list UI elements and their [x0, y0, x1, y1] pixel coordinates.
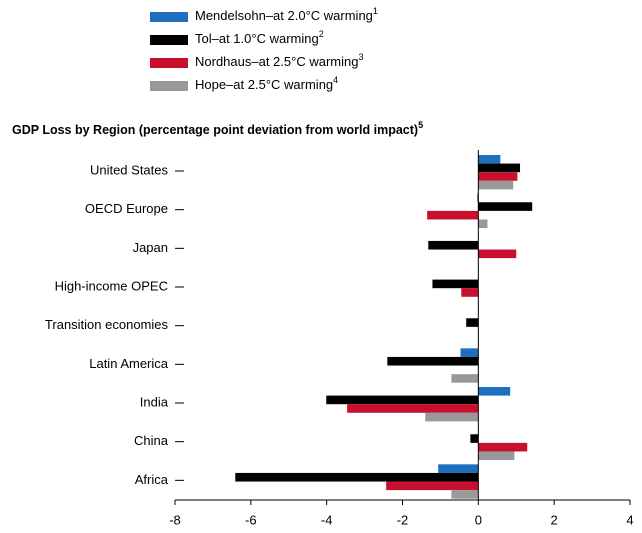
bar: [478, 202, 533, 211]
legend-label: Hope–at 2.5°C warming4: [195, 75, 338, 92]
legend-footnote: 3: [358, 52, 363, 62]
bar: [466, 318, 479, 327]
x-tick-label: -8: [169, 512, 181, 527]
y-tick-label: India: [140, 394, 169, 409]
bar: [438, 464, 479, 473]
y-tick-label: Japan: [133, 240, 168, 255]
bar: [451, 374, 479, 383]
legend-swatch: [150, 35, 188, 45]
x-tick-label: -2: [397, 512, 409, 527]
legend-swatch: [150, 81, 188, 91]
legend-label: Tol–at 1.0°C warming2: [195, 29, 324, 46]
bar: [478, 155, 501, 164]
legend-swatch: [150, 12, 188, 22]
bar: [427, 210, 479, 220]
bar: [235, 472, 479, 482]
legend-footnote: 4: [333, 75, 338, 85]
legend-text: Hope–at 2.5°C warming: [195, 77, 333, 92]
bar: [478, 442, 528, 452]
x-tick-label: 2: [551, 512, 558, 527]
bar: [478, 219, 488, 229]
legend-text: Mendelsohn–at 2.0°C warming: [195, 8, 373, 23]
x-tick-label: 4: [626, 512, 633, 527]
y-tick-label: China: [134, 433, 169, 448]
x-tick-label: 0: [475, 512, 482, 527]
legend-text: Nordhaus–at 2.5°C warming: [195, 54, 358, 69]
y-tick-label: Latin America: [89, 356, 169, 371]
y-tick-label: Africa: [135, 472, 169, 487]
legend-text: Tol–at 1.0°C warming: [195, 31, 319, 46]
bar: [428, 240, 479, 250]
bar: [461, 288, 479, 297]
legend-footnote: 2: [319, 29, 324, 39]
legend-swatch: [150, 58, 188, 68]
bar: [425, 412, 479, 422]
bar: [477, 193, 479, 203]
legend-label: Nordhaus–at 2.5°C warming3: [195, 52, 363, 69]
bar: [478, 249, 517, 259]
y-tick-label: OECD Europe: [85, 201, 168, 216]
y-tick-label: United States: [90, 162, 169, 177]
legend-footnote: 1: [373, 6, 378, 16]
bar: [478, 163, 521, 173]
chart-title: GDP Loss by Region (percentage point dev…: [12, 120, 423, 137]
bar: [478, 387, 511, 396]
bar: [460, 348, 479, 357]
bar: [478, 172, 518, 181]
bar: [478, 451, 515, 461]
bar: [478, 180, 514, 190]
x-tick-label: -4: [321, 512, 333, 527]
bar: [451, 490, 479, 499]
bar: [387, 356, 479, 366]
legend-label: Mendelsohn–at 2.0°C warming1: [195, 6, 378, 23]
y-tick-label: Transition economies: [45, 317, 169, 332]
bar: [386, 481, 479, 491]
bar: [432, 279, 479, 289]
x-tick-label: -6: [245, 512, 257, 527]
bar: [470, 434, 479, 443]
bar: [326, 395, 479, 405]
bar: [347, 404, 479, 413]
y-tick-label: High-income OPEC: [55, 278, 168, 293]
